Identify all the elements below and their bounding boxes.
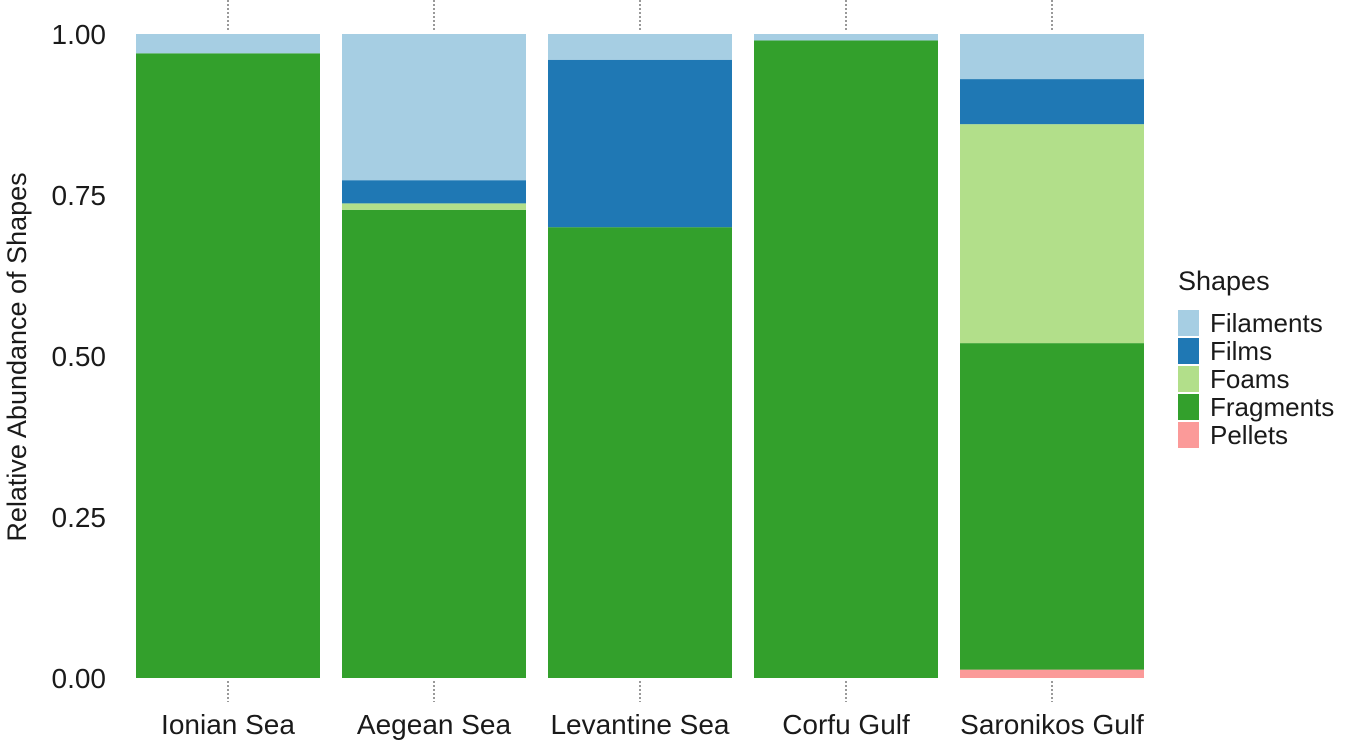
x-tick-label: Ionian Sea <box>161 709 295 740</box>
legend-label-filaments: Filaments <box>1210 308 1323 338</box>
bar-segment-levantine-sea-fragments <box>548 227 732 678</box>
bar-segment-levantine-sea-filaments <box>548 34 732 60</box>
legend-swatch-films <box>1178 338 1199 364</box>
legend-swatch-foams <box>1178 366 1199 392</box>
bar-segment-corfu-gulf-fragments <box>754 40 938 678</box>
bar-segment-aegean-sea-filaments <box>342 34 526 181</box>
legend-swatch-pellets <box>1178 422 1199 448</box>
legend-label-foams: Foams <box>1210 364 1289 394</box>
y-axis-title: Relative Abundance of Shapes <box>2 172 32 541</box>
bar-segment-aegean-sea-fragments <box>342 209 526 678</box>
x-tick-label: Corfu Gulf <box>782 709 910 740</box>
legend-title: Shapes <box>1178 266 1270 296</box>
legend-label-films: Films <box>1210 336 1272 366</box>
x-tick-label: Saronikos Gulf <box>960 709 1144 740</box>
bar-segment-saronikos-gulf-films <box>960 79 1144 125</box>
bar-segment-saronikos-gulf-fragments <box>960 343 1144 670</box>
x-tick-label: Levantine Sea <box>550 709 729 740</box>
bar-segment-saronikos-gulf-filaments <box>960 34 1144 80</box>
y-tick-label: 0.75 <box>52 180 107 211</box>
y-tick-label: 1.00 <box>52 19 107 50</box>
y-tick-label: 0.50 <box>52 341 107 372</box>
legend-swatch-fragments <box>1178 394 1199 420</box>
bar-segment-saronikos-gulf-pellets <box>960 669 1144 678</box>
x-axis: Ionian Sea Aegean Sea Levantine Sea Corfu G… <box>161 0 1144 740</box>
y-tick-label: 0.00 <box>52 663 107 694</box>
bar-segment-saronikos-gulf-foams <box>960 124 1144 344</box>
bar-segment-ionian-sea-filaments <box>136 34 320 54</box>
bar-segment-aegean-sea-foams <box>342 203 526 210</box>
legend-label-pellets: Pellets <box>1210 420 1288 450</box>
bar-segment-ionian-sea-fragments <box>136 53 320 678</box>
y-tick-label: 0.25 <box>52 502 107 533</box>
y-axis: 0.00 0.25 0.50 0.75 1.00 <box>52 19 107 694</box>
legend-swatch-filaments <box>1178 310 1199 336</box>
legend: Shapes FilamentsFilmsFoamsFragmentsPelle… <box>1178 266 1334 450</box>
bars-layer <box>136 34 1144 678</box>
bar-segment-levantine-sea-films <box>548 59 732 228</box>
x-tick-label: Aegean Sea <box>357 709 512 740</box>
legend-label-fragments: Fragments <box>1210 392 1334 422</box>
bar-segment-aegean-sea-films <box>342 180 526 204</box>
bar-segment-corfu-gulf-filaments <box>754 34 938 41</box>
